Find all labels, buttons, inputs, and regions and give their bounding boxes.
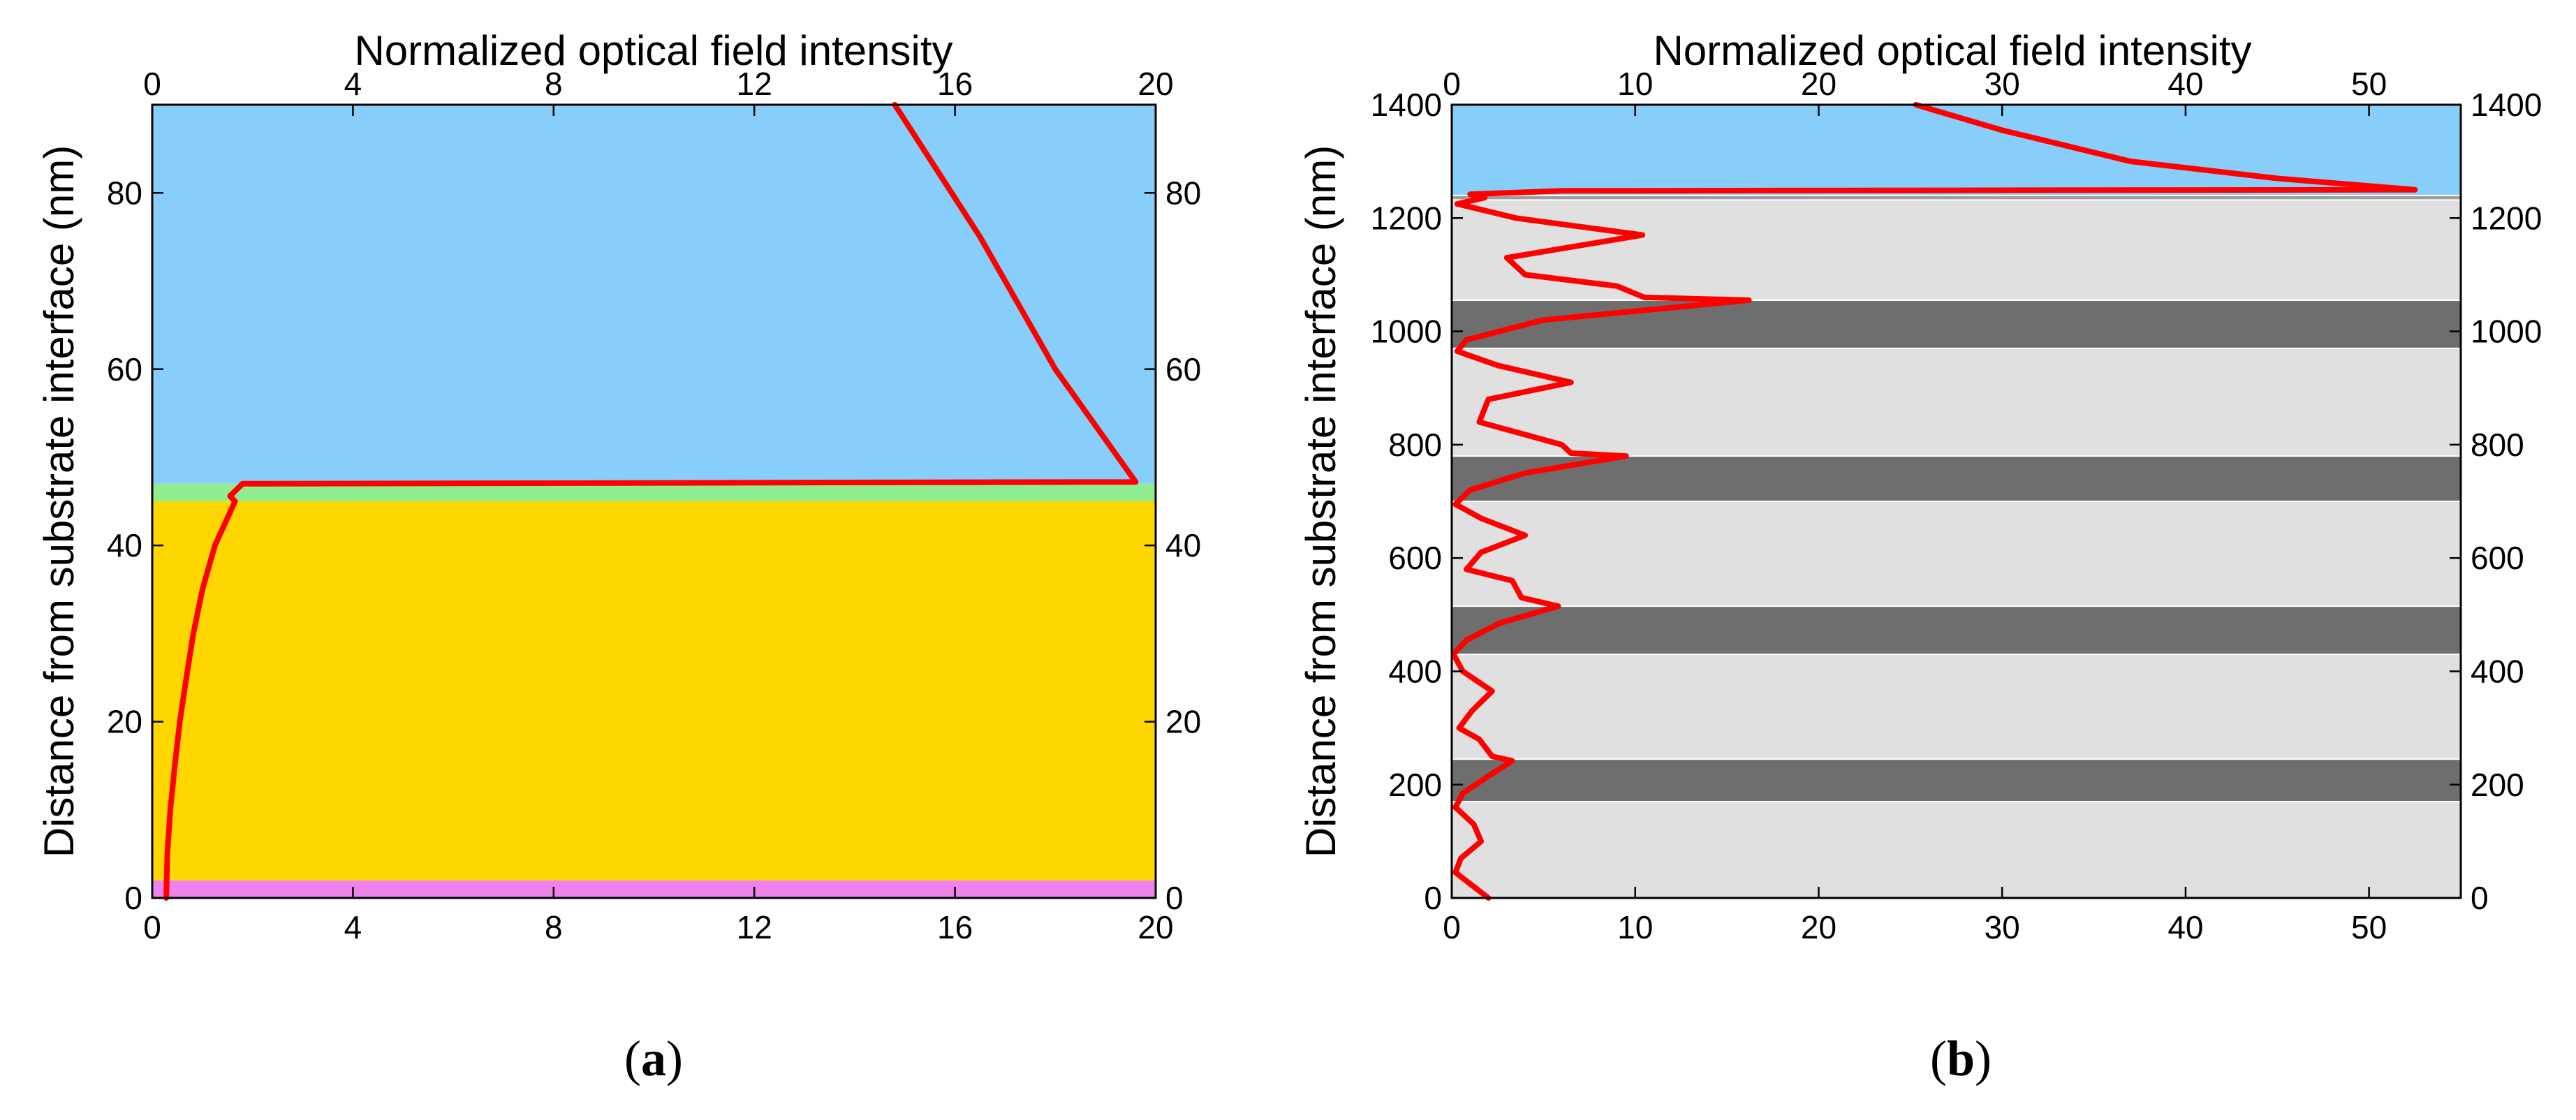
x-tick-label-bottom-a-5: 20 — [1138, 909, 1173, 945]
y-tick-label-left-a-4: 80 — [107, 175, 142, 211]
x-tick-label-bottom-a-0: 0 — [143, 909, 161, 945]
y-tick-label-left-b-1: 200 — [1388, 767, 1442, 803]
plot-frame-b — [1450, 103, 2462, 899]
y-tick-label-right-b-7: 1400 — [2471, 87, 2542, 123]
x-tick-label-bottom-a-2: 8 — [545, 909, 563, 945]
y-tick-label-right-b-4: 800 — [2471, 427, 2524, 463]
series-line-a-0 — [163, 102, 1139, 901]
chart-title-b: Normalized optical field intensity — [1653, 27, 2251, 74]
x-tick-label-top-a-0: 0 — [143, 66, 161, 102]
panel-label-a: (a) — [624, 1031, 683, 1086]
x-tick-label-top-a-4: 16 — [937, 66, 973, 102]
x-tick-label-top-b-1: 10 — [1617, 66, 1653, 102]
y-tick-label-right-b-2: 400 — [2471, 654, 2524, 690]
x-tick-label-top-b-3: 30 — [1985, 66, 2020, 102]
series-line-b-0 — [1450, 102, 2418, 901]
layer-band-b-7 — [1452, 300, 2461, 348]
layer-band-b-9 — [1452, 195, 2461, 200]
panel-label-b: (b) — [1930, 1031, 1992, 1086]
x-tick-label-bottom-b-0: 0 — [1443, 909, 1461, 945]
x-tick-label-bottom-a-1: 4 — [344, 909, 362, 945]
layer-band-b-8 — [1452, 200, 2461, 300]
y-axis-title-a: Distance from substrate interface (nm) — [36, 145, 82, 857]
layers-a — [152, 105, 1156, 898]
y-tick-label-left-b-0: 0 — [1424, 880, 1442, 916]
layer-band-a-3 — [152, 105, 1156, 484]
y-tick-label-right-b-1: 200 — [2471, 767, 2524, 803]
x-tick-label-top-b-2: 20 — [1801, 66, 1837, 102]
x-tick-label-top-a-1: 4 — [344, 66, 362, 102]
x-tick-label-bottom-b-4: 40 — [2167, 909, 2203, 945]
y-tick-label-right-a-4: 80 — [1165, 175, 1201, 211]
y-tick-label-left-b-6: 1200 — [1371, 200, 1442, 236]
x-tick-label-top-a-3: 12 — [737, 66, 772, 102]
layer-band-a-2 — [152, 483, 1156, 501]
layer-band-b-0 — [1452, 802, 2461, 898]
series-b — [1450, 102, 2418, 901]
y-tick-label-right-a-2: 40 — [1165, 527, 1201, 563]
y-tick-label-left-b-3: 600 — [1388, 540, 1442, 576]
layer-band-b-2 — [1452, 654, 2461, 760]
x-tick-label-top-b-5: 50 — [2351, 66, 2387, 102]
x-tick-label-bottom-a-4: 16 — [937, 909, 973, 945]
layers-b — [1452, 105, 2461, 898]
y-tick-label-right-a-0: 0 — [1165, 880, 1184, 916]
y-tick-label-right-b-6: 1200 — [2471, 200, 2542, 236]
y-tick-label-right-b-5: 1000 — [2471, 314, 2542, 350]
x-tick-label-bottom-b-2: 20 — [1801, 909, 1837, 945]
series-a — [163, 102, 1139, 901]
layer-band-a-0 — [152, 880, 1156, 898]
layer-band-b-1 — [1452, 759, 2461, 802]
layer-band-a-1 — [152, 501, 1156, 880]
chart-title-a: Normalized optical field intensity — [354, 27, 952, 74]
x-tick-label-bottom-b-1: 10 — [1617, 909, 1653, 945]
y-tick-label-left-a-0: 0 — [124, 880, 142, 916]
y-tick-label-left-b-2: 400 — [1388, 654, 1442, 690]
y-tick-label-left-a-1: 20 — [107, 704, 142, 740]
x-tick-label-top-b-4: 40 — [2167, 66, 2203, 102]
layer-band-b-5 — [1452, 456, 2461, 501]
plot-frame-a — [151, 103, 1157, 899]
x-tick-label-bottom-a-3: 12 — [737, 909, 772, 945]
y-tick-label-left-b-7: 1400 — [1371, 87, 1442, 123]
x-tick-label-bottom-b-3: 30 — [1985, 909, 2020, 945]
layer-band-b-6 — [1452, 348, 2461, 457]
layer-band-b-3 — [1452, 606, 2461, 655]
y-tick-label-left-b-5: 1000 — [1371, 314, 1442, 350]
x-tick-label-top-a-5: 20 — [1138, 66, 1173, 102]
x-tick-label-top-a-2: 8 — [545, 66, 563, 102]
y-tick-label-left-a-2: 40 — [107, 527, 142, 563]
y-axis-title-b: Distance from substrate interface (nm) — [1297, 145, 1344, 857]
y-tick-label-right-b-0: 0 — [2471, 880, 2489, 916]
x-tick-label-top-b-0: 0 — [1443, 66, 1461, 102]
layer-band-b-4 — [1452, 501, 2461, 607]
y-tick-label-right-a-1: 20 — [1165, 704, 1201, 740]
y-tick-label-left-a-3: 60 — [107, 351, 142, 388]
y-tick-label-right-b-3: 600 — [2471, 540, 2524, 576]
ticks-a — [151, 105, 1157, 899]
y-tick-label-left-b-4: 800 — [1388, 427, 1442, 463]
y-tick-label-right-a-3: 60 — [1165, 351, 1201, 388]
ticks-b — [1450, 103, 2461, 899]
x-tick-label-bottom-b-5: 50 — [2351, 909, 2387, 945]
